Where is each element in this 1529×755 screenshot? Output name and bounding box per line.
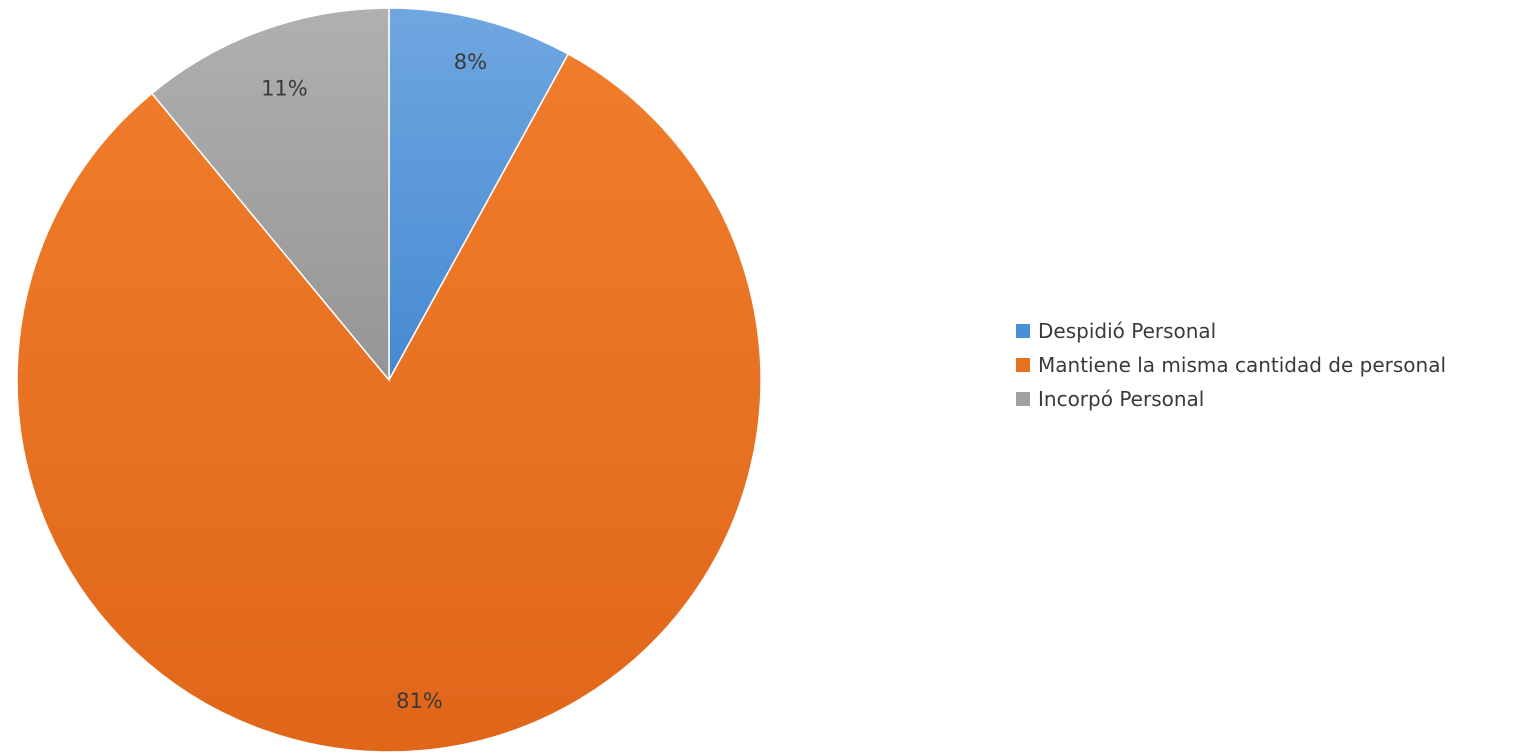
legend-label: Despidió Personal	[1038, 319, 1217, 343]
legend-item-incorpo: Incorpó Personal	[1016, 382, 1446, 416]
legend-item-despidio: Despidió Personal	[1016, 314, 1446, 348]
slice-data-label-2: 11%	[261, 76, 308, 100]
legend: Despidió Personal Mantiene la misma cant…	[1016, 314, 1446, 416]
slice-data-label-1: 81%	[396, 689, 443, 713]
legend-label: Mantiene la misma cantidad de personal	[1038, 353, 1447, 377]
legend-swatch	[1016, 324, 1030, 338]
pie-slice-0	[388, 7, 570, 381]
legend-label: Incorpó Personal	[1038, 387, 1205, 411]
pie-slice-2	[150, 7, 390, 383]
legend-swatch	[1016, 392, 1030, 406]
slice-data-label-0: 8%	[454, 50, 487, 74]
legend-item-mantiene: Mantiene la misma cantidad de personal	[1016, 348, 1446, 382]
pie-slice-1	[16, 52, 762, 753]
legend-swatch	[1016, 358, 1030, 372]
